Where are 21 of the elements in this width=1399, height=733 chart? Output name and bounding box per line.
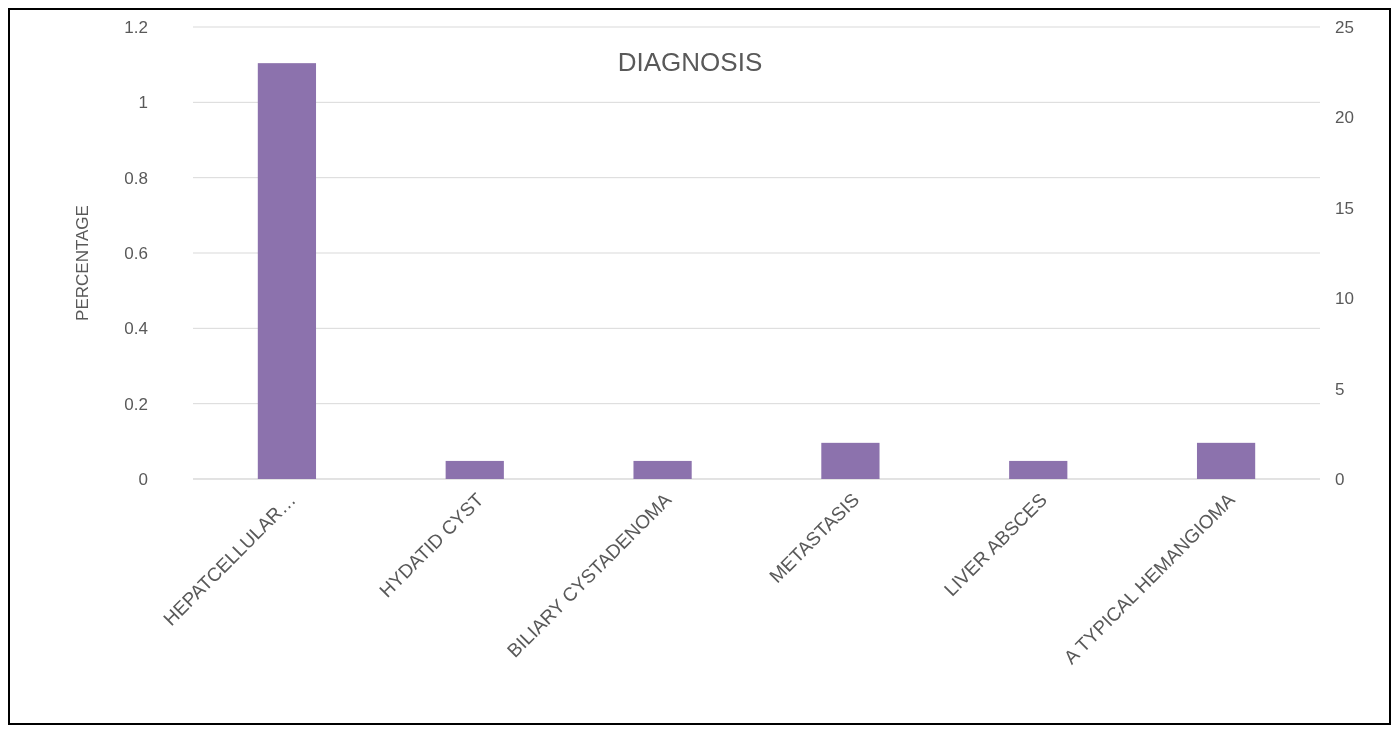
- y-axis-title: PERCENTAGE: [73, 205, 92, 321]
- text: DIAGNOSIS: [617, 47, 763, 77]
- bar: [445, 460, 504, 479]
- bar: [821, 442, 880, 479]
- y2-tick-label: 20: [1335, 108, 1354, 128]
- y2-tick-label: 0: [1335, 469, 1345, 489]
- bar: [257, 63, 317, 479]
- y-tick-label: 0.8: [124, 168, 148, 188]
- y2-tick-label: 5: [1335, 379, 1345, 399]
- bar: [633, 460, 692, 479]
- y-tick-label: 1: [138, 93, 148, 113]
- y-tick-label: 0.4: [124, 319, 148, 339]
- bar: [1009, 460, 1068, 479]
- y-tick-label: 0.2: [124, 394, 148, 414]
- y2-tick-label: 15: [1335, 198, 1354, 218]
- y-tick-label: 0.6: [124, 243, 148, 263]
- y2-tick-label: 10: [1335, 289, 1354, 309]
- y2-tick-label: 25: [1335, 17, 1354, 37]
- y-tick-label: 0: [138, 469, 148, 489]
- bar: [1196, 442, 1256, 479]
- y-tick-label: 1.2: [124, 17, 148, 37]
